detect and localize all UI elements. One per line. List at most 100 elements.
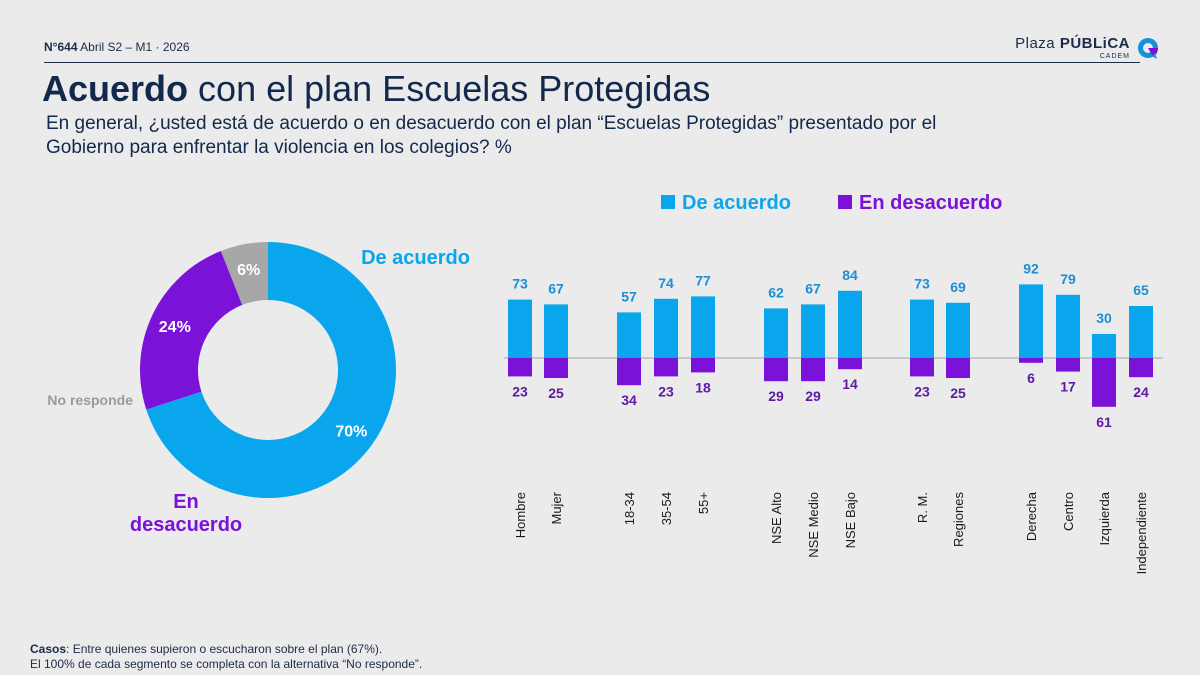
category-label-independiente: Independiente [1134, 492, 1149, 574]
survey-number: N°644 [44, 40, 78, 54]
footer-label: Casos [30, 642, 67, 656]
header-divider [44, 62, 1140, 63]
value-disagree-mujer: 25 [548, 385, 564, 401]
bar-disagree-r-m [910, 358, 934, 377]
bar-disagree-35-54 [654, 358, 678, 377]
value-disagree-regiones: 25 [950, 385, 966, 401]
bar-disagree-hombre [508, 358, 532, 377]
bar-agree-independiente [1129, 306, 1153, 358]
category-label-r-m: R. M. [915, 492, 930, 523]
donut-value-no-responde: 6% [237, 262, 260, 279]
category-label-35-54: 35-54 [659, 492, 674, 525]
bar-disagree-18-34 [617, 358, 641, 386]
donut-chart: 70% 24% 6% De acuerdo En desacuerdo No respond… [47, 242, 470, 536]
category-label-nse-alto: NSE Alto [769, 492, 784, 544]
legend-swatch-agree [661, 195, 675, 209]
category-label-nse-medio: NSE Medio [806, 492, 821, 558]
bar-disagree-izquierda [1092, 358, 1116, 407]
bar-disagree-nse-alto [764, 358, 788, 382]
value-agree-55: 77 [695, 272, 711, 288]
bar-disagree-derecha [1019, 358, 1043, 363]
survey-question: En general, ¿usted está de acuerdo o en … [46, 113, 937, 158]
value-disagree-nse-alto: 29 [768, 388, 784, 404]
brand-subtitle: CADEM [1099, 53, 1130, 60]
value-agree-izquierda: 30 [1096, 310, 1112, 326]
category-label-nse-bajo: NSE Bajo [843, 492, 858, 548]
title-rest: con el plan Escuelas Protegidas [198, 68, 711, 109]
value-agree-nse-alto: 62 [768, 284, 784, 300]
value-disagree-derecha: 6 [1027, 370, 1035, 386]
bar-agree-r-m [910, 299, 934, 358]
value-disagree-55: 18 [695, 379, 711, 395]
value-disagree-centro: 17 [1060, 379, 1076, 395]
value-agree-derecha: 92 [1023, 260, 1039, 276]
donut-slice-en-desacuerdo [139, 250, 243, 410]
footer-note: Casos: Entre quienes supieron o escuchar… [30, 642, 422, 672]
donut-slice-no-responde [220, 242, 268, 305]
donut-slice-de-acuerdo [146, 242, 396, 498]
value-disagree-18-34: 34 [621, 392, 637, 408]
bar-disagree-regiones [946, 358, 970, 378]
donut-label-de-acuerdo: De acuerdo [361, 247, 470, 269]
donut-label-no-responde: No responde [47, 392, 133, 408]
survey-meta: N°644 Abril S2 – M1 · 2026 [44, 40, 190, 54]
bar-agree-derecha [1019, 284, 1043, 358]
value-disagree-independiente: 24 [1133, 384, 1149, 400]
value-agree-hombre: 73 [512, 276, 528, 292]
category-label-18-34: 18-34 [622, 492, 637, 525]
footer-line2: El 100% de cada segmento se completa con… [30, 657, 423, 671]
value-agree-r-m: 73 [914, 276, 930, 292]
legend-label-disagree: En desacuerdo [859, 192, 1002, 214]
legend-label-agree: De acuerdo [682, 192, 791, 214]
value-agree-nse-bajo: 84 [842, 267, 858, 283]
survey-period: Abril S2 – M1 · 2026 [80, 40, 190, 54]
bar-chart: De acuerdo En desacuerdo 73 23 Hombre 67 25 Muj… [504, 192, 1163, 574]
value-disagree-nse-medio: 29 [805, 388, 821, 404]
bar-disagree-centro [1056, 358, 1080, 372]
bar-agree-mujer [544, 304, 568, 358]
value-disagree-izquierda: 61 [1096, 414, 1112, 430]
brand-logo: Plaza PÚBLiCA CADEM [1015, 36, 1160, 60]
donut-value-en-desacuerdo: 24% [159, 319, 191, 336]
bar-agree-55 [691, 296, 715, 358]
value-agree-nse-medio: 67 [805, 280, 821, 296]
bar-disagree-nse-medio [801, 358, 825, 382]
value-disagree-35-54: 23 [658, 383, 674, 399]
bar-disagree-mujer [544, 358, 568, 378]
bar-agree-regiones [946, 302, 970, 358]
bar-agree-nse-bajo [838, 290, 862, 358]
category-label-mujer: Mujer [549, 491, 564, 524]
category-label-izquierda: Izquierda [1097, 491, 1112, 545]
bar-agree-18-34 [617, 312, 641, 358]
value-agree-independiente: 65 [1133, 282, 1149, 298]
bar-agree-35-54 [654, 298, 678, 358]
value-disagree-r-m: 23 [914, 383, 930, 399]
bar-agree-nse-medio [801, 304, 825, 358]
legend-swatch-disagree [838, 195, 852, 209]
category-label-derecha: Derecha [1024, 491, 1039, 541]
brand-name-part1: Plaza [1015, 35, 1056, 52]
brand-name-part2: PÚBLiCA [1059, 35, 1130, 52]
category-label-hombre: Hombre [513, 492, 528, 538]
title-strong: Acuerdo [42, 68, 189, 109]
value-disagree-nse-bajo: 14 [842, 376, 858, 392]
value-agree-35-54: 74 [658, 275, 674, 291]
category-label-regiones: Regiones [951, 492, 966, 547]
donut-value-de-acuerdo: 70% [335, 424, 367, 441]
donut-label-en-desacuerdo: En desacuerdo [130, 491, 242, 536]
value-agree-18-34: 57 [621, 288, 637, 304]
brand-speech-bubble-icon [1138, 38, 1159, 59]
bar-agree-hombre [508, 299, 532, 358]
value-agree-centro: 79 [1060, 271, 1076, 287]
footer-line1: : Entre quienes supieron o escucharon so… [66, 642, 383, 656]
value-agree-regiones: 69 [950, 279, 966, 295]
value-disagree-hombre: 23 [512, 383, 528, 399]
bar-agree-nse-alto [764, 308, 788, 358]
bar-agree-centro [1056, 294, 1080, 358]
category-label-centro: Centro [1061, 492, 1076, 531]
bar-disagree-nse-bajo [838, 358, 862, 370]
page-title: Acuerdo con el plan Escuelas Protegidas [42, 68, 710, 110]
category-label-55: 55+ [696, 492, 711, 514]
bar-disagree-55 [691, 358, 715, 373]
bar-agree-izquierda [1092, 334, 1116, 358]
